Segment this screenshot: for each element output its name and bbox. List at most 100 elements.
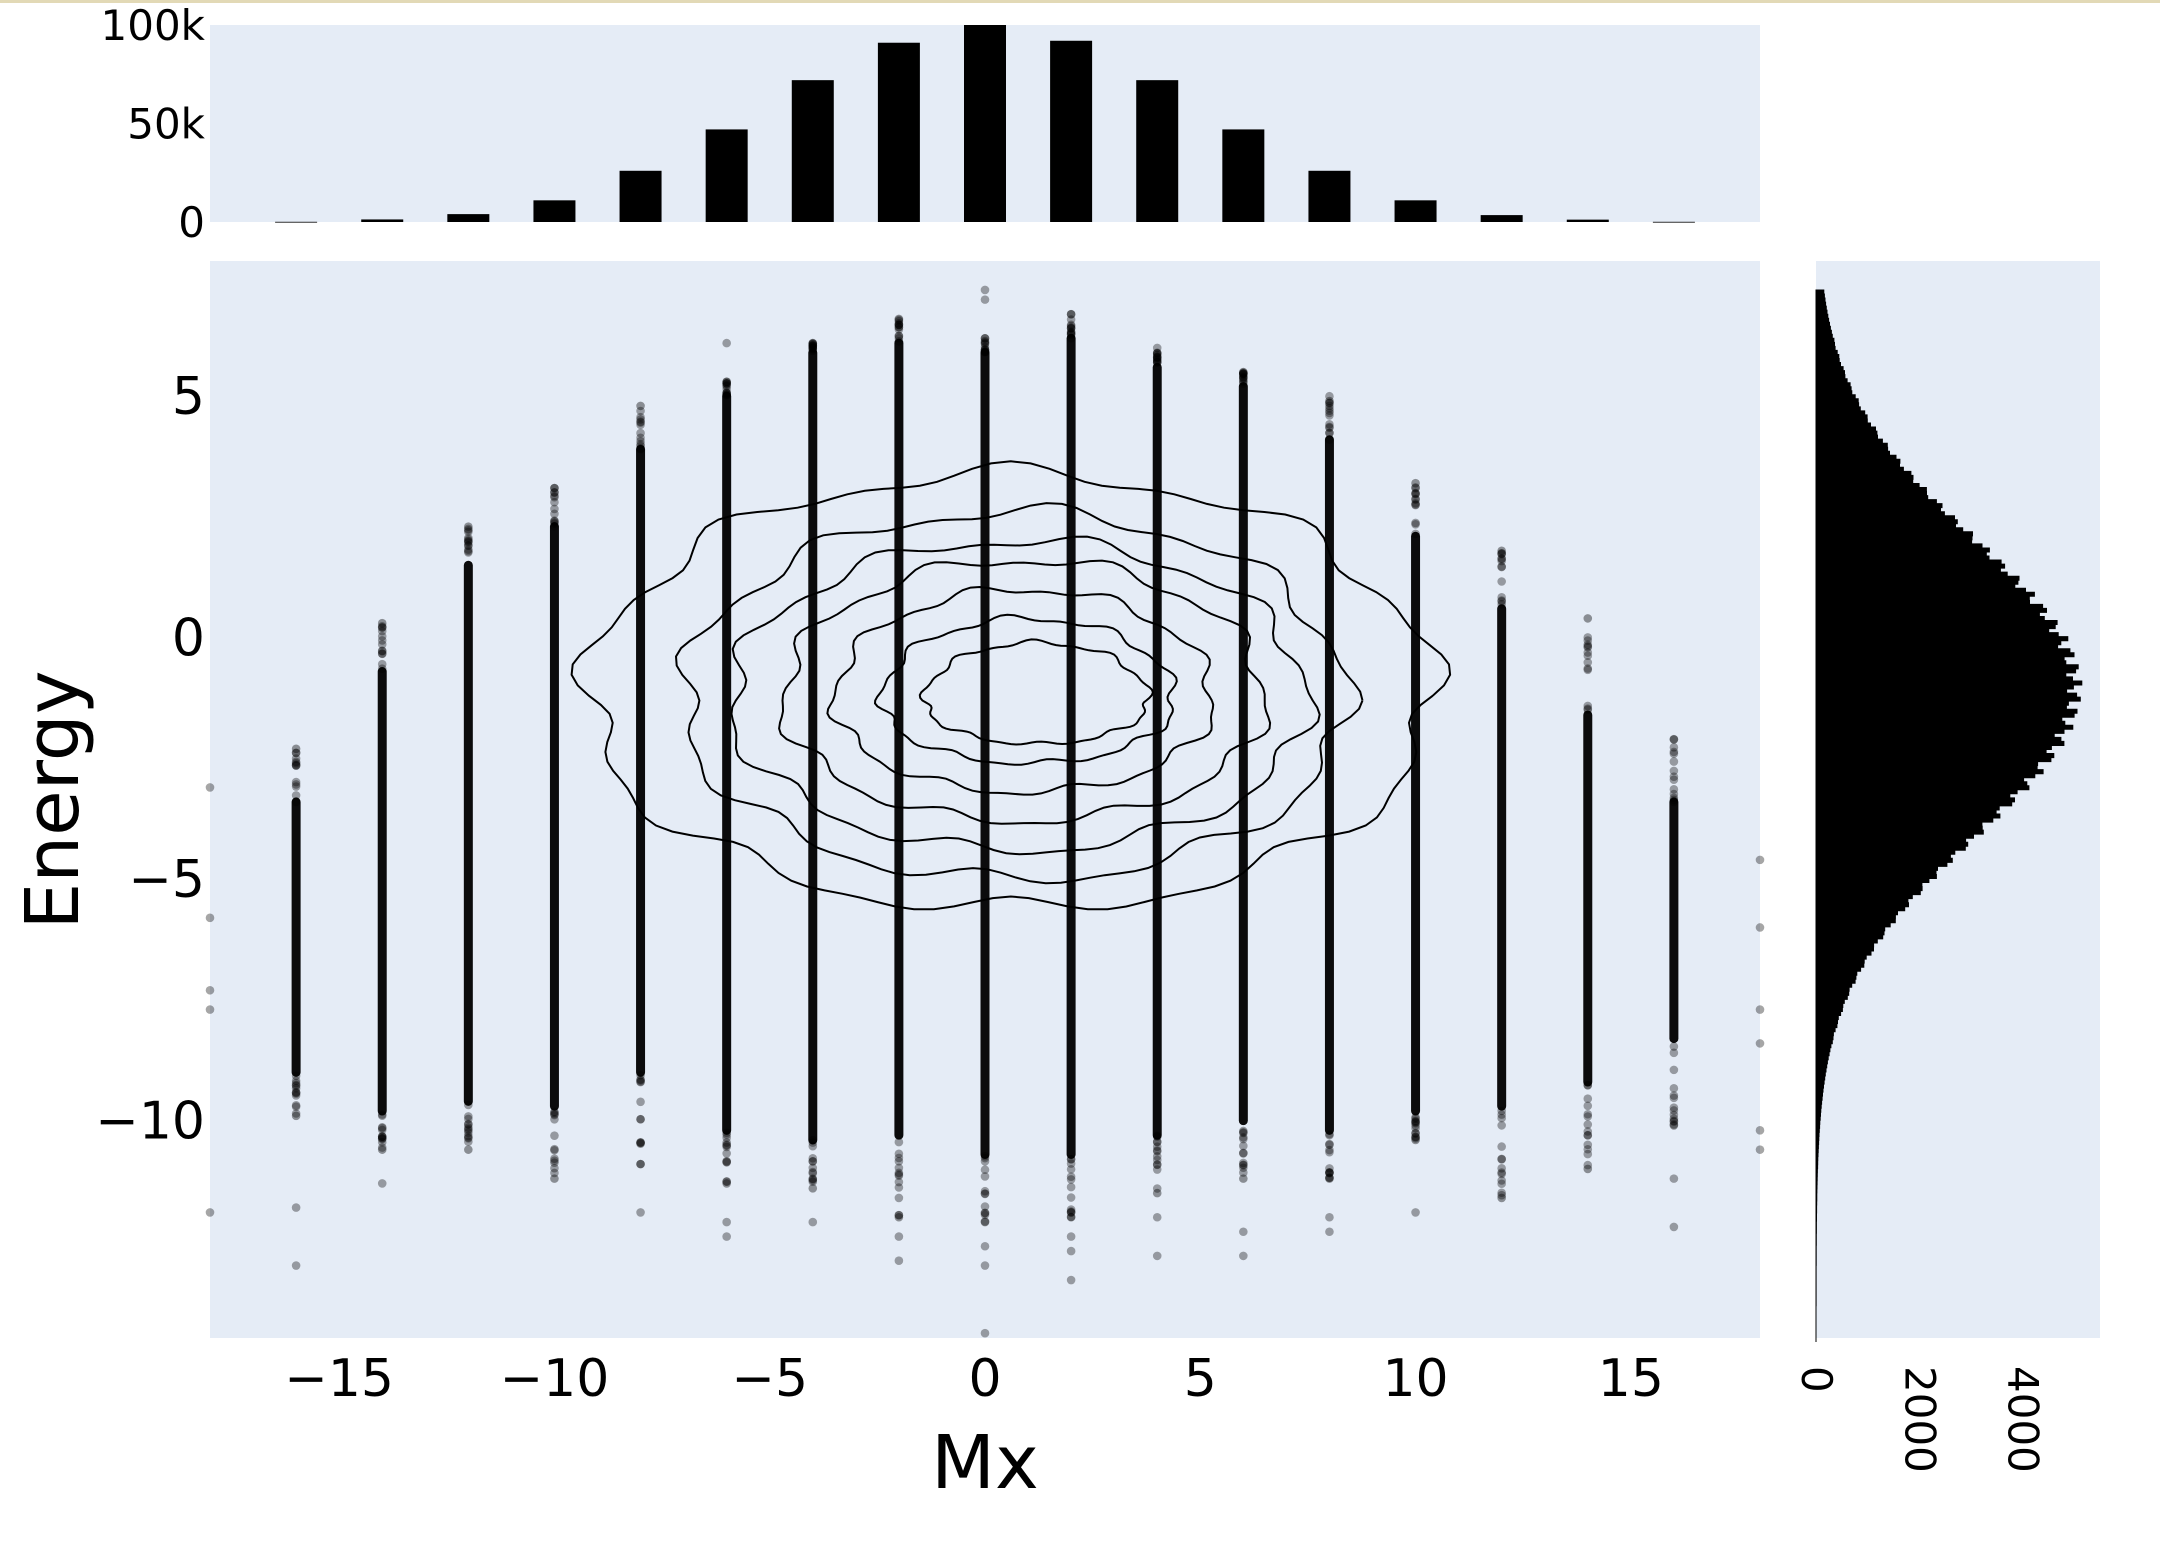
scatter-point <box>1411 529 1420 539</box>
scatter-point <box>980 333 990 343</box>
scatter-point <box>1325 411 1334 420</box>
scatter-point <box>1411 488 1420 498</box>
scatter-point <box>1152 1146 1162 1156</box>
scatter-point <box>1066 328 1076 338</box>
scatter-point <box>1239 372 1248 381</box>
scatter-point <box>808 341 818 350</box>
scatter-point <box>377 646 387 656</box>
scatter-column <box>1669 734 1679 1232</box>
scatter-point <box>808 342 818 351</box>
scatter-point <box>808 1177 818 1187</box>
scatter-point <box>636 439 645 449</box>
scatter-point <box>1239 370 1248 380</box>
scatter-point <box>1325 1129 1334 1139</box>
scatter-point <box>1152 349 1162 358</box>
scatter-point <box>1497 599 1506 609</box>
scatter-edge-point <box>205 783 215 792</box>
scatter-point <box>636 428 645 438</box>
scatter-point <box>1152 354 1162 364</box>
scatter-point <box>1239 1141 1248 1151</box>
scatter-point <box>894 331 904 341</box>
scatter-point <box>1066 1159 1076 1168</box>
scatter-point <box>980 1153 990 1163</box>
scatter-point <box>464 545 473 554</box>
scatter-point <box>894 336 904 346</box>
scatter-point <box>636 1137 645 1147</box>
scatter-point <box>1066 321 1076 331</box>
scatter-point <box>808 345 818 354</box>
scatter-point <box>377 664 387 673</box>
scatter-point <box>1325 1168 1334 1178</box>
scatter-point <box>377 621 387 631</box>
scatter-outlier <box>1066 1275 1076 1285</box>
scatter-point <box>1497 592 1506 602</box>
scatter-point <box>1583 1160 1593 1170</box>
scatter-point <box>1066 333 1076 343</box>
scatter-point <box>894 1193 904 1203</box>
scatter-point <box>377 636 387 645</box>
scatter-point <box>722 1133 731 1142</box>
scatter-point <box>291 744 301 754</box>
scatter-point <box>808 343 818 353</box>
scatter-point <box>1669 735 1679 744</box>
scatter-point <box>1669 775 1679 784</box>
scatter-point <box>550 1131 559 1140</box>
scatter-point <box>1583 705 1593 714</box>
scatter-point <box>1066 1208 1076 1217</box>
histogram-bar <box>1050 40 1093 223</box>
scatter-point <box>550 492 559 502</box>
scatter-outlier <box>722 338 731 348</box>
scatter-point <box>291 1109 301 1118</box>
scatter-point <box>1066 309 1076 319</box>
scatter-point <box>1497 1190 1506 1200</box>
x-tick-label: 15 <box>1598 1349 1664 1409</box>
scatter-point <box>1411 483 1420 492</box>
scatter-point <box>1325 398 1334 408</box>
scatter-point <box>1239 374 1248 384</box>
scatter-point <box>894 325 904 334</box>
y-axis-title: Energy <box>10 670 96 929</box>
scatter-point <box>550 1158 559 1167</box>
scatter-outlier <box>1239 1227 1248 1237</box>
scatter-point <box>1583 658 1593 667</box>
scatter-outlier <box>1239 1251 1248 1261</box>
x-tick-label: 0 <box>968 1349 1001 1409</box>
scatter-point <box>1497 1154 1506 1164</box>
scatter-outlier <box>1669 1222 1679 1232</box>
scatter-point <box>1239 369 1248 378</box>
scatter-point <box>894 314 904 324</box>
scatter-point <box>808 1156 818 1166</box>
scatter-point <box>1669 1116 1679 1126</box>
scatter-outlier <box>291 1261 301 1270</box>
scatter-point <box>1066 323 1076 333</box>
scatter-point <box>1152 1146 1162 1155</box>
scatter-point <box>894 1137 904 1147</box>
scatter-point <box>894 322 904 332</box>
scatter-point <box>1325 435 1334 444</box>
scatter-point <box>291 1083 301 1093</box>
scatter-point <box>894 1153 904 1163</box>
scatter-outlier <box>1152 1251 1162 1261</box>
scatter-point <box>1239 1149 1248 1158</box>
scatter-point <box>980 1202 990 1211</box>
scatter-point <box>636 1077 645 1086</box>
scatter-point <box>291 1089 301 1098</box>
scatter-point <box>1583 643 1593 652</box>
scatter-point <box>1669 1042 1679 1051</box>
scatter-point <box>1239 1134 1248 1144</box>
scatter-point <box>636 441 645 451</box>
scatter-point <box>1066 329 1076 339</box>
scatter-point <box>1066 1207 1076 1216</box>
scatter-point <box>1411 1135 1420 1145</box>
scatter-point <box>550 1163 559 1173</box>
scatter-point <box>1066 309 1076 319</box>
scatter-point <box>291 1101 301 1110</box>
scatter-point <box>636 1159 645 1169</box>
scatter-point <box>291 1087 301 1097</box>
scatter-point <box>1325 396 1334 406</box>
y-tick-label: 0 <box>172 609 205 669</box>
scatter-point <box>1411 489 1420 498</box>
scatter-point <box>1411 1123 1420 1133</box>
scatter-point <box>1239 377 1248 386</box>
